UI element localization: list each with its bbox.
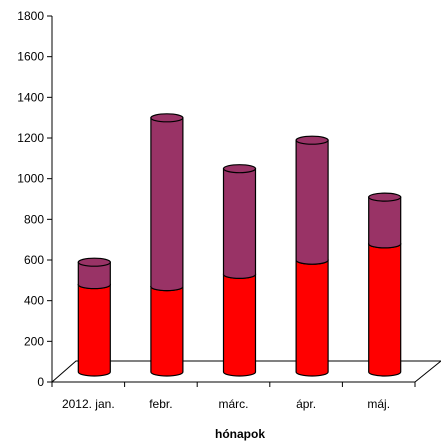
bar-segment [222, 164, 257, 279]
bar-segment [368, 192, 402, 249]
y-tick-label: 400 [24, 294, 44, 308]
bar-segment [295, 255, 329, 377]
x-tick-label: márc. [219, 397, 249, 411]
y-tick-label: 800 [24, 212, 44, 226]
axes [47, 15, 441, 387]
floor-plane [51, 360, 441, 383]
y-tick-label: 1000 [17, 172, 44, 186]
x-tick-label: 2012. jan. [62, 397, 115, 411]
y-tick-label: 200 [24, 334, 44, 348]
labels: 0 200 400 600 800 1000 1200 1400 1600 1800 2012. j… [17, 9, 390, 411]
y-tick-label: 0 [37, 375, 44, 389]
x-tick-label: máj. [367, 397, 390, 411]
bar-segment [150, 282, 184, 377]
bar-segment [222, 269, 257, 377]
y-tick-label: 1600 [17, 50, 44, 64]
x-tick-label: ápr. [296, 397, 316, 411]
bar-segment [77, 257, 111, 290]
bars [77, 113, 402, 377]
bar-segment [295, 135, 329, 265]
y-tick-label: 1800 [17, 9, 44, 23]
y-tick-label: 600 [24, 253, 44, 267]
bar-segment [77, 279, 111, 377]
y-tick-label: 1400 [17, 90, 44, 104]
x-tick-label: febr. [149, 397, 172, 411]
bar-segment [150, 113, 184, 292]
x-axis-title: hónapok [215, 427, 265, 441]
y-tick-label: 1200 [17, 131, 44, 145]
bar-segment [368, 239, 402, 377]
